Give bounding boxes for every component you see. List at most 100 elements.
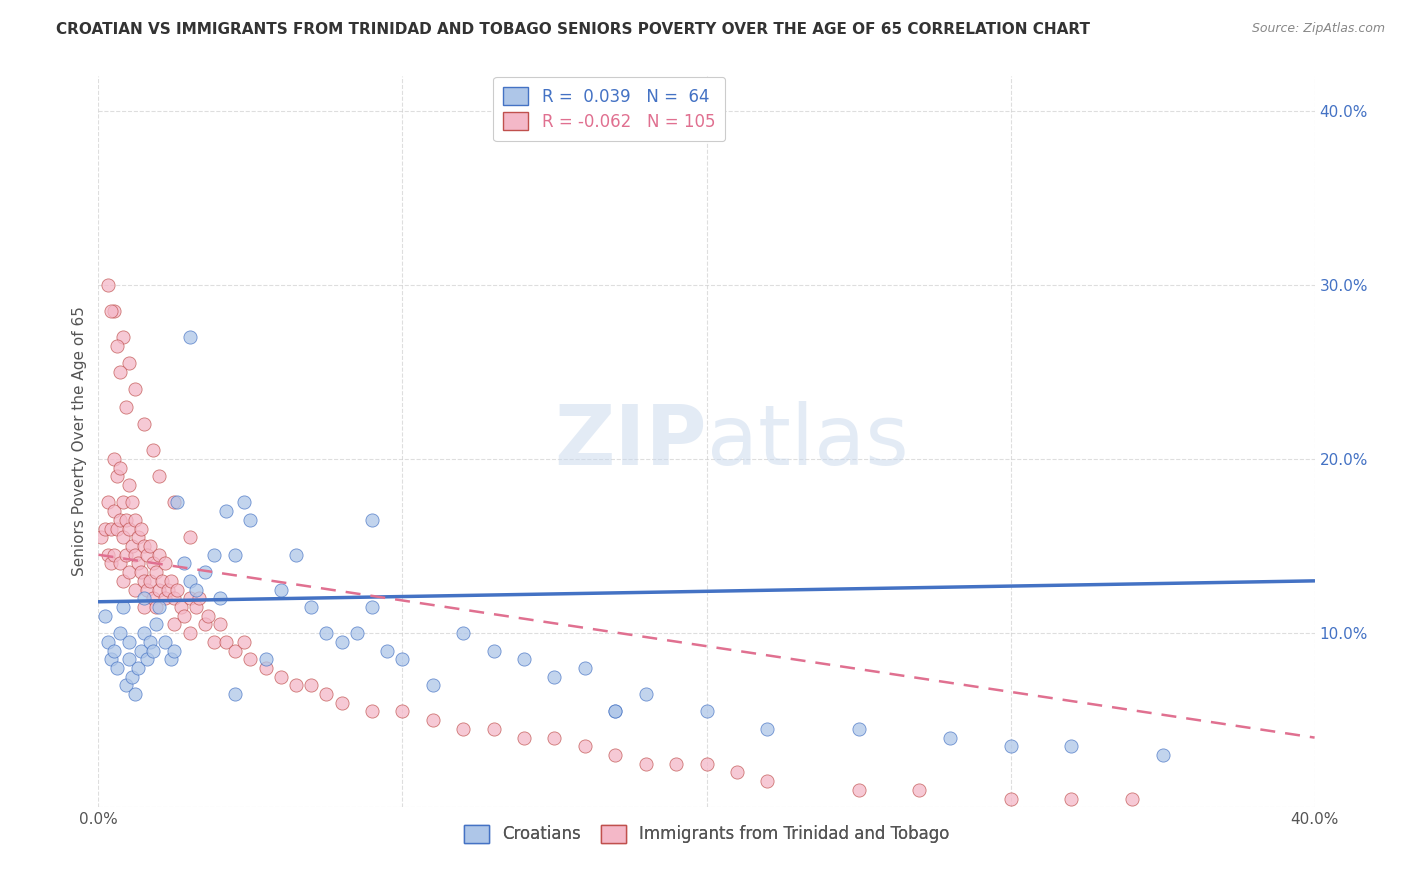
Point (179, 626, 201, 640)
Point (422, 713, 444, 727)
Point (361, 705, 384, 719)
Point (163, 643, 186, 657)
Point (224, 687, 246, 701)
Point (136, 548, 159, 562)
Point (142, 557, 165, 571)
Point (1060, 791, 1083, 805)
Point (132, 539, 155, 553)
Point (163, 617, 186, 632)
Point (1152, 747, 1174, 762)
Point (1121, 791, 1143, 805)
Point (254, 661, 277, 675)
Point (150, 574, 173, 588)
Point (166, 495, 188, 509)
Point (391, 652, 413, 666)
Point (315, 626, 337, 640)
Point (482, 643, 505, 657)
Point (224, 548, 246, 562)
Point (160, 652, 183, 666)
Point (148, 469, 170, 483)
Point (105, 339, 128, 353)
Point (239, 652, 262, 666)
Point (179, 330, 201, 344)
Point (124, 687, 146, 701)
Point (96, 495, 118, 509)
Point (121, 495, 143, 509)
Point (299, 678, 322, 692)
Point (129, 643, 152, 657)
Point (145, 617, 167, 632)
Point (908, 782, 931, 797)
Point (105, 522, 128, 536)
Point (197, 608, 219, 623)
Point (330, 696, 353, 710)
Point (118, 635, 141, 649)
Point (239, 513, 262, 527)
Point (163, 495, 186, 509)
Point (299, 599, 322, 614)
Point (100, 557, 122, 571)
Point (285, 678, 308, 692)
Point (124, 382, 146, 396)
Point (453, 626, 475, 640)
Point (756, 722, 779, 736)
Point (254, 652, 277, 666)
Point (422, 678, 444, 692)
Point (513, 731, 536, 745)
Y-axis label: Seniors Poverty Over the Age of 65: Seniors Poverty Over the Age of 65 (72, 307, 87, 576)
Point (179, 530, 201, 544)
Point (634, 756, 657, 771)
Point (270, 670, 292, 684)
Point (111, 574, 134, 588)
Point (179, 591, 201, 606)
Point (173, 608, 195, 623)
Point (93, 608, 115, 623)
Point (194, 617, 217, 632)
Point (148, 599, 170, 614)
Point (179, 574, 201, 588)
Point (756, 774, 779, 789)
Point (118, 356, 141, 370)
Point (209, 591, 232, 606)
Point (105, 661, 128, 675)
Point (605, 747, 627, 762)
Point (1000, 791, 1022, 805)
Point (224, 643, 246, 657)
Legend: Croatians, Immigrants from Trinidad and Tobago: Croatians, Immigrants from Trinidad and … (457, 818, 956, 850)
Point (233, 635, 256, 649)
Point (114, 678, 136, 692)
Point (482, 722, 505, 736)
Point (132, 626, 155, 640)
Point (155, 557, 177, 571)
Point (1060, 739, 1083, 754)
Point (111, 530, 134, 544)
Point (108, 626, 131, 640)
Point (127, 530, 149, 544)
Point (118, 522, 141, 536)
Point (103, 452, 125, 467)
Point (108, 460, 131, 475)
Point (187, 591, 209, 606)
Point (124, 513, 146, 527)
Point (136, 582, 159, 597)
Point (127, 557, 149, 571)
Point (725, 765, 748, 780)
Point (129, 522, 152, 536)
Point (330, 635, 353, 649)
Point (132, 591, 155, 606)
Point (139, 574, 162, 588)
Point (361, 513, 384, 527)
Point (233, 495, 256, 509)
Point (665, 756, 688, 771)
Point (96, 548, 118, 562)
Point (127, 661, 149, 675)
Point (157, 582, 180, 597)
Point (90, 530, 112, 544)
Point (184, 599, 207, 614)
Point (96, 635, 118, 649)
Point (848, 782, 870, 797)
Point (132, 599, 155, 614)
Point (108, 513, 131, 527)
Text: atlas: atlas (707, 401, 908, 482)
Point (142, 443, 165, 458)
